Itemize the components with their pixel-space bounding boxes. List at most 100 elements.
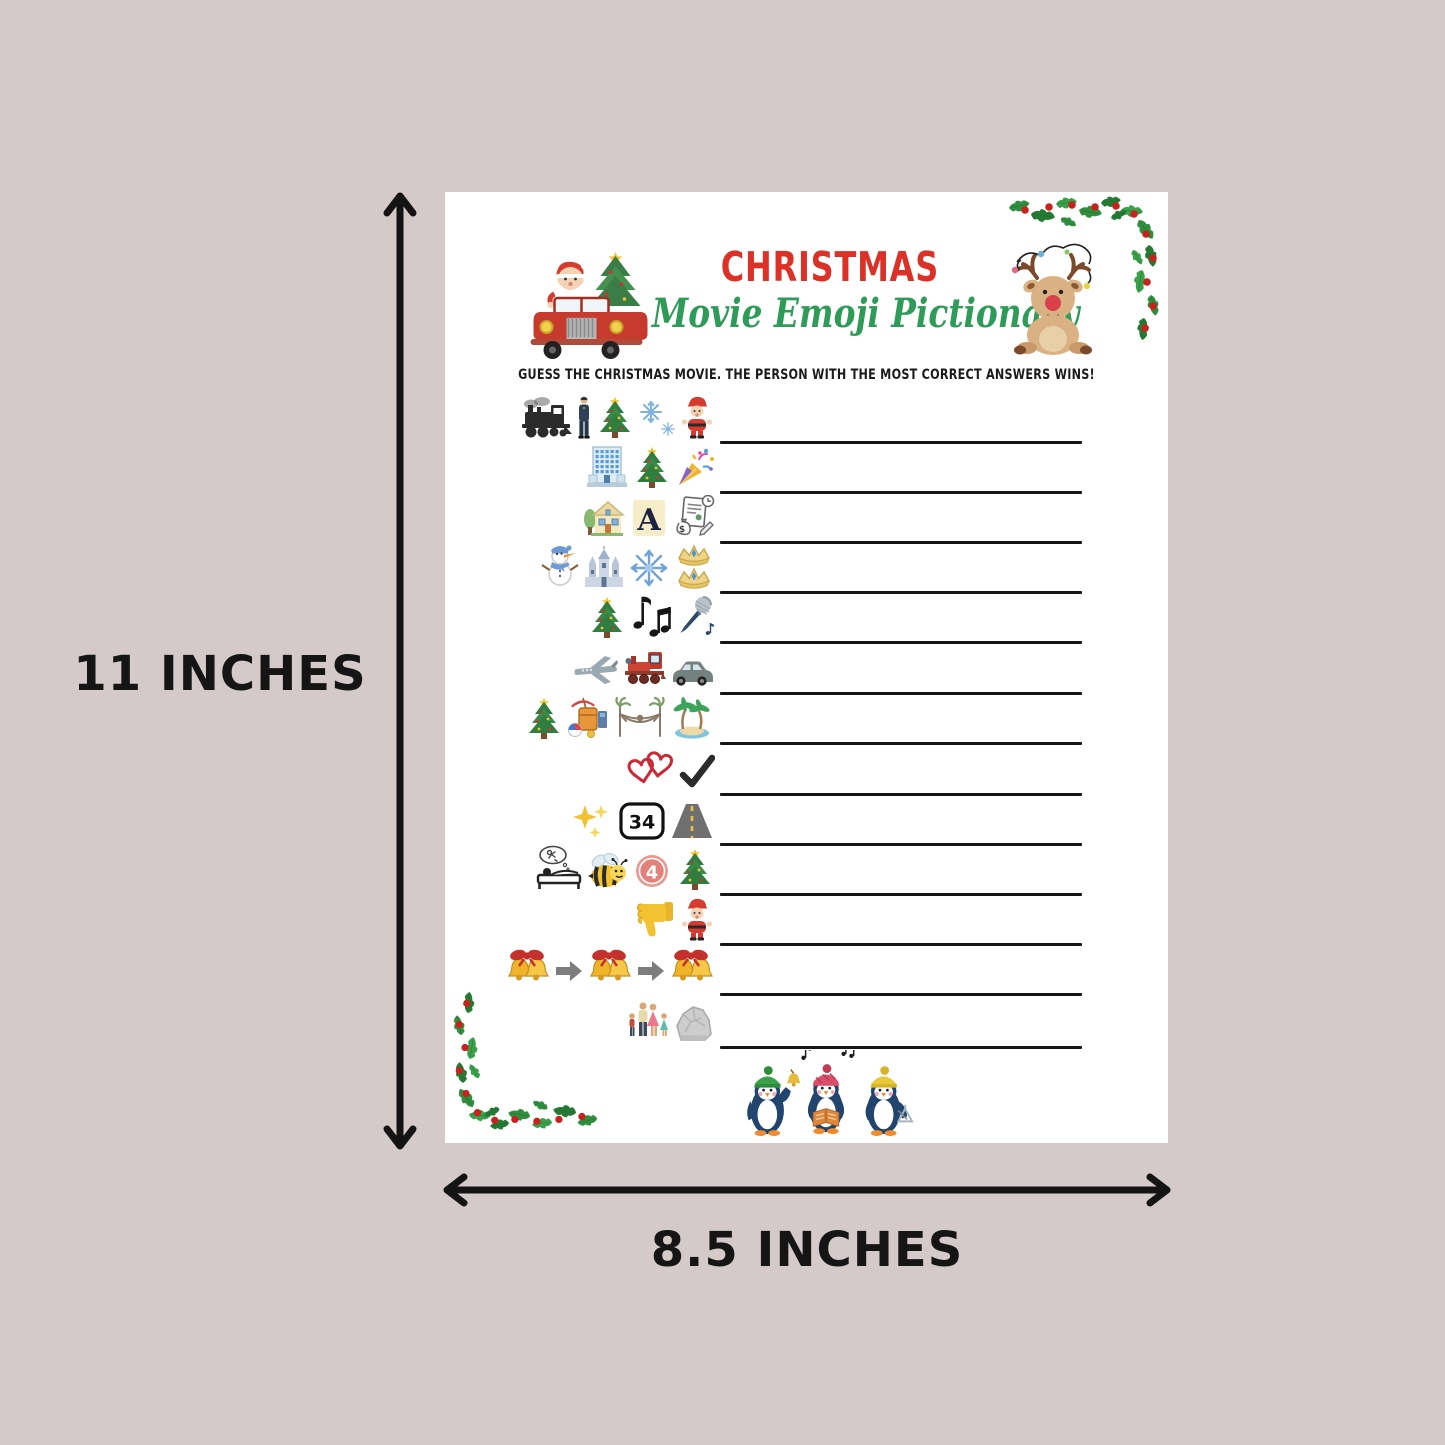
svg-text:$: $: [679, 525, 685, 535]
rock-icon: [673, 1002, 715, 1044]
emoji-row: [445, 1002, 1168, 1049]
svg-text:4: 4: [646, 863, 659, 884]
emoji-row: [445, 897, 1168, 946]
party-popper-icon: [675, 447, 715, 489]
snowflake-icon: [628, 547, 670, 589]
emoji-clues: [587, 595, 715, 639]
bells-icon: [505, 947, 551, 991]
reindeer-illustration: [997, 240, 1109, 358]
instructions-text: GUESS THE CHRISTMAS MOVIE. THE PERSON WI…: [445, 364, 1168, 383]
toy-train-icon: [622, 648, 666, 690]
santa-icon: [679, 897, 715, 941]
answer-line: [720, 843, 1082, 846]
emoji-row: 4: [445, 845, 1168, 896]
emoji-row: [445, 595, 1168, 644]
airplane-icon: [571, 650, 619, 690]
page-subtitle: Movie Emoji Pictionary: [605, 289, 1079, 339]
sparkles-icon: [571, 801, 615, 841]
emoji-row: [445, 445, 1168, 494]
caroling-penguins-illustration: [733, 1050, 918, 1138]
emoji-row: [445, 696, 1168, 745]
page-header: CHRISTMAS Movie Emoji Pictionary: [605, 243, 1079, 339]
width-dimension-label: 8.5 INCHES: [650, 1222, 964, 1278]
office-building-icon: [585, 445, 629, 489]
bee-icon: [587, 851, 629, 891]
height-dimension-label: 11 INCHES: [73, 646, 367, 702]
santa-truck-illustration: [517, 242, 665, 360]
road-icon: [669, 801, 715, 841]
loan-document-icon: $: [671, 495, 715, 539]
christmas-tree-icon: [587, 595, 627, 639]
family-icon: [626, 1000, 670, 1044]
answer-line: [720, 441, 1082, 444]
music-notes-icon: [630, 595, 674, 639]
svg-text:A: A: [636, 503, 661, 538]
answer-line: [720, 943, 1082, 946]
house-icon: [583, 497, 627, 539]
beach-luggage-icon: [567, 694, 611, 740]
bells-icon: [587, 947, 633, 991]
arrow-right-icon: [554, 951, 584, 991]
answer-line: [720, 893, 1082, 896]
number-4-icon: 4: [632, 851, 672, 891]
steam-train-icon: [521, 397, 573, 439]
emoji-row: [445, 395, 1168, 444]
answer-line: [720, 491, 1082, 494]
emoji-row: [445, 544, 1168, 594]
castle-icon: [583, 545, 625, 589]
thumbs-down-icon: [632, 899, 676, 941]
hammock-icon: [614, 696, 666, 740]
letter-a-icon: A: [630, 497, 668, 539]
emoji-clues: [626, 1000, 715, 1044]
instructions-text-span: GUESS THE CHRISTMAS MOVIE. THE PERSON WI…: [518, 367, 1095, 383]
conductor-icon: [576, 395, 592, 439]
snowflakes-icon: [638, 399, 676, 439]
emoji-row: A $: [445, 495, 1168, 544]
answer-line: [720, 541, 1082, 544]
emoji-clues: [626, 751, 715, 791]
tiaras-icon: [673, 543, 715, 589]
bells-icon: [669, 947, 715, 991]
holly-corner-bottom-left-illustration: [443, 984, 603, 1136]
two-hearts-icon: [626, 751, 676, 791]
emoji-row: [445, 949, 1168, 996]
palm-island-icon: [669, 696, 715, 740]
page-subtitle-text: Movie Emoji Pictionary: [651, 290, 1080, 338]
emoji-clues: A $: [583, 495, 715, 539]
printable-game-page: CHRISTMAS Movie Emoji Pictionary GUESS T…: [445, 192, 1168, 1143]
sign-34-icon: 34: [618, 801, 666, 841]
answer-line: [720, 1046, 1082, 1049]
emoji-clues: [521, 395, 715, 439]
holly-corner-top-right-illustration: [1003, 190, 1170, 348]
checkmark-icon: [679, 751, 715, 791]
answer-line: [720, 641, 1082, 644]
emoji-row: 34: [445, 799, 1168, 846]
answer-line: [720, 993, 1082, 996]
answer-line: [720, 591, 1082, 594]
arrow-right-icon: [636, 951, 666, 991]
emoji-clues: [571, 648, 715, 690]
answer-line: [720, 742, 1082, 745]
answer-line: [720, 692, 1082, 695]
emoji-clues: [524, 694, 715, 740]
svg-text:34: 34: [629, 812, 655, 834]
emoji-clues: [540, 543, 715, 589]
christmas-tree-icon: [595, 395, 635, 439]
emoji-clues: 34: [571, 801, 715, 841]
vertical-dimension-arrow: [383, 192, 417, 1150]
page-title-text: CHRISTMAS: [720, 243, 940, 291]
page-title: CHRISTMAS: [605, 243, 1055, 291]
emoji-clues: [632, 897, 715, 941]
horizontal-dimension-arrow: [443, 1173, 1171, 1207]
car-icon: [669, 650, 715, 690]
christmas-tree-icon: [675, 847, 715, 891]
emoji-row: [445, 648, 1168, 695]
christmas-tree-icon: [524, 696, 564, 740]
snowman-icon: [540, 543, 580, 589]
answer-line: [720, 793, 1082, 796]
microphone-icon: [677, 595, 715, 639]
emoji-clues: [505, 947, 715, 991]
christmas-tree-icon: [632, 445, 672, 489]
emoji-clues: [585, 445, 715, 489]
